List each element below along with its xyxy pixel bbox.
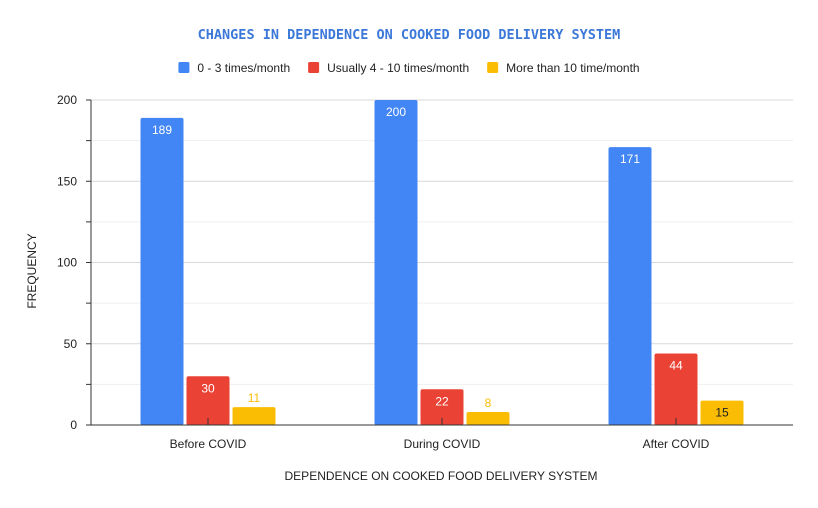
y-tick-label: 150	[57, 174, 77, 188]
bar	[374, 100, 418, 425]
data-label: 8	[485, 396, 492, 410]
bar	[654, 353, 698, 425]
data-label: 11	[248, 391, 261, 405]
chart-title: CHANGES IN DEPENDENCE ON COOKED FOOD DEL…	[198, 27, 621, 43]
y-tick-label: 200	[57, 93, 77, 107]
x-tick-label: During COVID	[404, 437, 481, 451]
legend-label: More than 10 time/month	[506, 61, 639, 75]
bar	[186, 376, 230, 425]
data-label: 171	[620, 152, 640, 166]
data-label: 22	[435, 394, 449, 408]
bar	[232, 407, 276, 425]
y-tick-label: 100	[57, 256, 77, 270]
legend-swatch	[308, 62, 320, 73]
bars: 189 30 11 200 22 8 171 44 15	[140, 100, 744, 425]
legend-item: Usually 4 - 10 times/month	[308, 61, 469, 75]
data-label: 15	[715, 406, 729, 420]
gridlines	[91, 99, 793, 385]
bar	[466, 412, 510, 425]
data-label: 44	[669, 359, 683, 373]
y-tick-label: 50	[64, 337, 78, 351]
y-axis-label: FREQUENCY	[25, 233, 39, 308]
bar	[140, 117, 184, 425]
x-axis-label: DEPENDENCE ON COOKED FOOD DELIVERY SYSTE…	[285, 469, 598, 483]
x-axis-ticks: Before COVID During COVID After COVID	[91, 418, 793, 451]
bar	[608, 147, 652, 425]
bar	[420, 389, 464, 425]
legend: 0 - 3 times/month Usually 4 - 10 times/mo…	[178, 61, 640, 75]
legend-swatch	[487, 62, 499, 73]
legend-label: Usually 4 - 10 times/month	[327, 61, 469, 75]
data-label: 189	[152, 123, 172, 137]
x-tick-label: After COVID	[643, 437, 710, 451]
x-tick-label: Before COVID	[170, 437, 247, 451]
legend-item: 0 - 3 times/month	[178, 61, 290, 75]
data-label: 30	[201, 381, 215, 395]
legend-swatch	[178, 62, 190, 73]
legend-label: 0 - 3 times/month	[197, 61, 290, 75]
bar	[700, 400, 744, 425]
y-tick-label: 0	[70, 418, 77, 432]
legend-item: More than 10 time/month	[487, 61, 640, 75]
data-label: 200	[386, 105, 406, 119]
y-axis-ticks: 0 50 100 150 200	[57, 93, 92, 432]
